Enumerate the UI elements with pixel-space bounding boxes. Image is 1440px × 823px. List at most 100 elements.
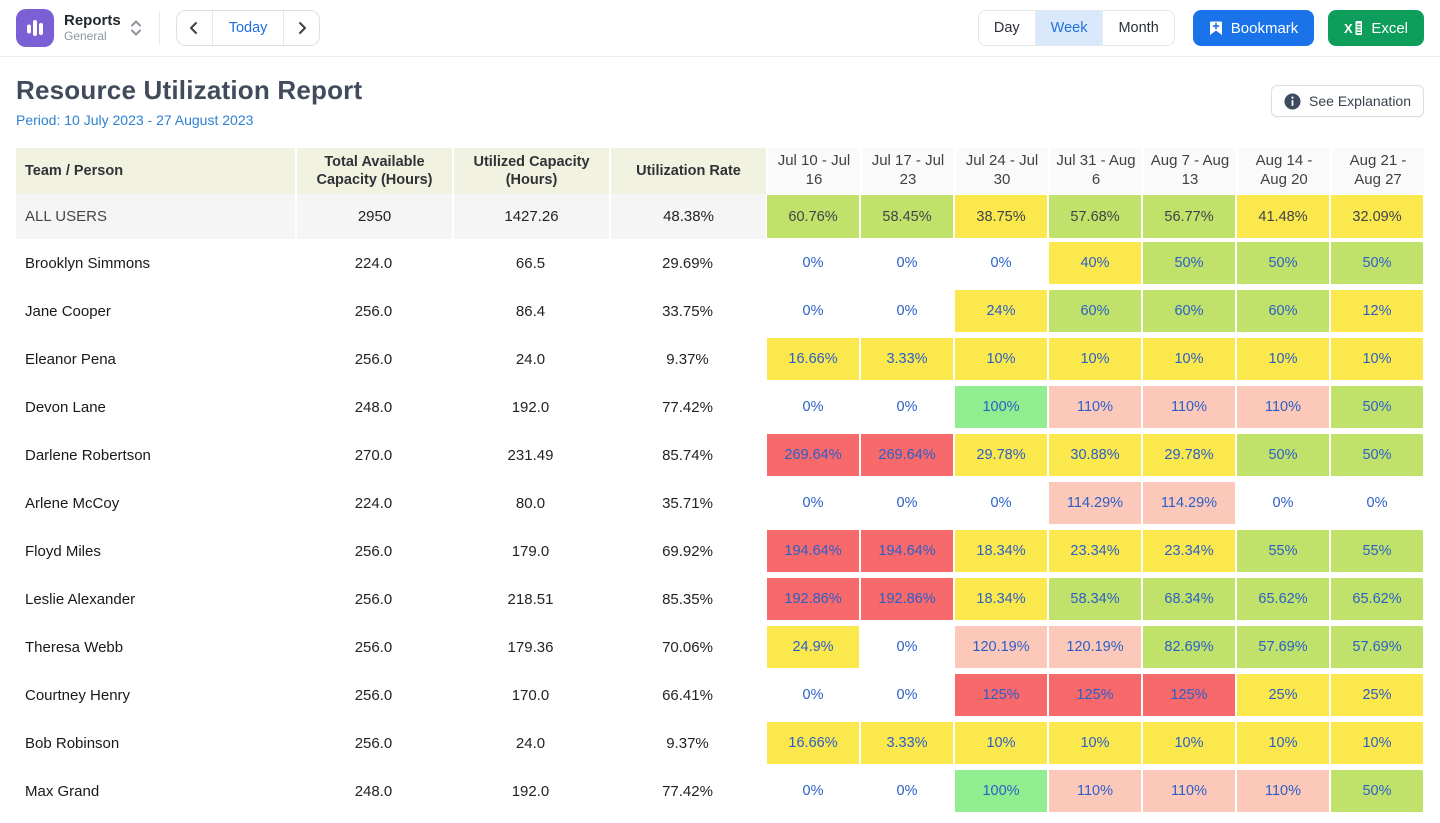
utilization-week-cell[interactable]: 0% [766,767,860,815]
utilization-week-cell[interactable]: 65.62% [1236,575,1330,623]
utilization-week-cell[interactable]: 16.66% [766,719,860,767]
utilization-week-cell[interactable]: 0% [860,239,954,287]
utilization-chip: 0% [990,255,1012,271]
utilization-week-cell[interactable]: 10% [954,719,1048,767]
table-row: Floyd Miles 256.0 179.0 69.92% 194.64% 194.64… [16,527,1424,575]
utilization-week-cell[interactable]: 23.34% [1142,527,1236,575]
utilization-week-cell[interactable]: 57.69% [1330,623,1424,671]
utilization-week-cell[interactable]: 0% [766,479,860,527]
utilization-week-cell[interactable]: 16.66% [766,335,860,383]
utilization-week-cell[interactable]: 65.62% [1330,575,1424,623]
view-toggle-day[interactable]: Day [978,11,1036,45]
utilization-week-cell[interactable]: 110% [1048,383,1142,431]
utilization-week-cell[interactable]: 0% [954,479,1048,527]
utilization-week-cell[interactable]: 125% [1142,671,1236,719]
bookmark-button[interactable]: Bookmark [1192,10,1315,46]
person-name: Floyd Miles [25,542,101,560]
utilization-week-cell[interactable]: 0% [860,287,954,335]
view-toggle-month[interactable]: Month [1103,11,1174,45]
utilization-week-cell[interactable]: 0% [860,623,954,671]
utilization-week-cell[interactable]: 18.34% [954,575,1048,623]
utilization-week-cell[interactable]: 0% [1236,479,1330,527]
utilization-week-cell[interactable]: 24.9% [766,623,860,671]
utilization-week-cell[interactable]: 110% [1236,767,1330,815]
utilization-week-cell[interactable]: 57.69% [1236,623,1330,671]
utilization-week-cell[interactable]: 82.69% [1142,623,1236,671]
table-row: Courtney Henry 256.0 170.0 66.41% 0% 0% 125% 12… [16,671,1424,719]
utilization-week-cell[interactable]: 68.34% [1142,575,1236,623]
utilization-week-cell[interactable]: 29.78% [1142,431,1236,479]
utilization-week-cell[interactable]: 114.29% [1048,479,1142,527]
utilization-week-cell[interactable]: 0% [766,287,860,335]
utilization-week-cell[interactable]: 58.34% [1048,575,1142,623]
utilization-week-cell[interactable]: 50% [1236,431,1330,479]
utilization-week-cell[interactable]: 29.78% [954,431,1048,479]
utilization-week-cell[interactable]: 18.34% [954,527,1048,575]
utilization-week-cell[interactable]: 110% [1142,383,1236,431]
utilization-week-cell[interactable]: 114.29% [1142,479,1236,527]
utilization-week-cell[interactable]: 50% [1330,239,1424,287]
utilization-week-cell[interactable]: 120.19% [1048,623,1142,671]
utilization-week-cell[interactable]: 120.19% [954,623,1048,671]
utilization-week-cell[interactable]: 0% [860,671,954,719]
utilization-week-cell[interactable]: 10% [1142,719,1236,767]
utilization-week-cell[interactable]: 50% [1142,239,1236,287]
utilization-week-cell[interactable]: 25% [1330,671,1424,719]
utilization-week-cell[interactable]: 10% [1048,719,1142,767]
utilization-week-cell[interactable]: 40% [1048,239,1142,287]
utilization-week-cell[interactable]: 0% [860,767,954,815]
utilization-week-cell[interactable]: 10% [1330,335,1424,383]
utilization-week-cell[interactable]: 55% [1330,527,1424,575]
utilization-week-cell[interactable]: 60% [1142,287,1236,335]
utilization-week-cell[interactable]: 0% [766,383,860,431]
utilization-week-cell[interactable]: 60% [1236,287,1330,335]
utilization-week-cell[interactable]: 50% [1330,767,1424,815]
utilization-week-cell[interactable]: 0% [766,671,860,719]
utilization-week-cell: 57.68% [1048,194,1142,239]
prev-period-button[interactable] [176,11,213,45]
utilization-week-cell[interactable]: 110% [1048,767,1142,815]
utilization-week-cell[interactable]: 125% [954,671,1048,719]
utilization-week-cell[interactable]: 3.33% [860,335,954,383]
report-switcher-button[interactable] [129,19,143,37]
utilization-week-cell[interactable]: 10% [1236,719,1330,767]
utilization-week-cell[interactable]: 100% [954,383,1048,431]
utilization-week-cell[interactable]: 50% [1330,431,1424,479]
utilization-week-cell[interactable]: 55% [1236,527,1330,575]
see-explanation-button[interactable]: See Explanation [1271,85,1424,117]
utilization-week-cell[interactable]: 194.64% [860,527,954,575]
utilization-week-cell[interactable]: 25% [1236,671,1330,719]
utilization-week-cell[interactable]: 3.33% [860,719,954,767]
utilization-week-cell[interactable]: 125% [1048,671,1142,719]
utilization-week-cell[interactable]: 10% [954,335,1048,383]
utilization-week-cell[interactable]: 0% [1330,479,1424,527]
utilization-week-cell[interactable]: 24% [954,287,1048,335]
utilization-week-cell[interactable]: 269.64% [860,431,954,479]
utilization-week-cell[interactable]: 23.34% [1048,527,1142,575]
utilization-week-cell[interactable]: 12% [1330,287,1424,335]
utilization-week-cell[interactable]: 60% [1048,287,1142,335]
excel-button[interactable]: X Excel [1328,10,1424,46]
utilization-week-cell[interactable]: 192.86% [766,575,860,623]
utilization-week-cell[interactable]: 110% [1236,383,1330,431]
utilization-week-cell[interactable]: 100% [954,767,1048,815]
utilization-week-cell[interactable]: 10% [1048,335,1142,383]
utilization-week-cell[interactable]: 192.86% [860,575,954,623]
utilization-week-cell[interactable]: 0% [860,383,954,431]
view-toggle-week[interactable]: Week [1035,11,1104,45]
utilization-week-cell[interactable]: 0% [766,239,860,287]
utilization-week-cell[interactable]: 10% [1142,335,1236,383]
utilization-week-cell[interactable]: 10% [1236,335,1330,383]
utilization-week-cell[interactable]: 110% [1142,767,1236,815]
utilization-week-cell[interactable]: 50% [1236,239,1330,287]
utilization-week-cell[interactable]: 0% [860,479,954,527]
utilization-week-cell[interactable]: 50% [1330,383,1424,431]
next-period-button[interactable] [283,11,320,45]
utilization-week-cell[interactable]: 0% [954,239,1048,287]
today-button[interactable]: Today [212,11,284,45]
utilization-week-cell[interactable]: 269.64% [766,431,860,479]
utilization-week-cell[interactable]: 10% [1330,719,1424,767]
utilization-week-cell[interactable]: 194.64% [766,527,860,575]
column-header: Aug 21 - Aug 27 [1330,148,1424,194]
utilization-week-cell[interactable]: 30.88% [1048,431,1142,479]
